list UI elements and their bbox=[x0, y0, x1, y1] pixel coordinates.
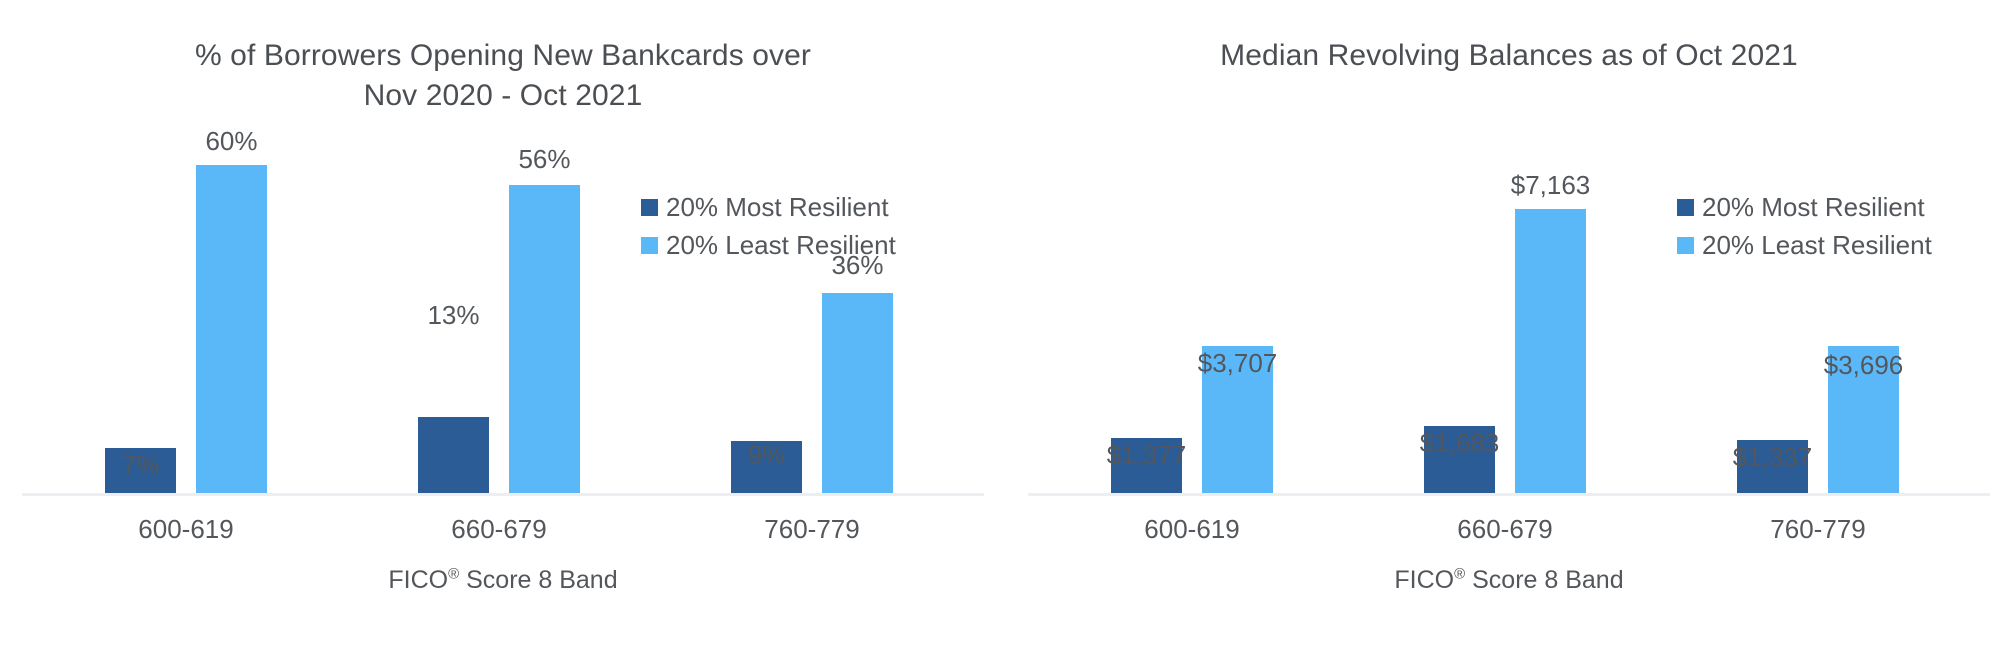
legend-item-least-resilient-left[interactable]: 20% Least Resilient bbox=[641, 230, 896, 260]
x-tick-left-660-679: 660-679 bbox=[451, 514, 547, 544]
bar-label-left-g0-most-resilient: 7% bbox=[121, 450, 160, 480]
bar-label-right-g1-most-resilient: $1,683 bbox=[1419, 428, 1500, 458]
bar-left-g2-most-resilient[interactable] bbox=[731, 441, 802, 493]
chart-title-left: % of Borrowers Opening New Bankcards ove… bbox=[0, 36, 1006, 116]
x-tick-right-600-619: 600-619 bbox=[1144, 514, 1240, 544]
x-axis-title-right-main: FICO bbox=[1394, 566, 1455, 594]
bar-right-g2-most-resilient[interactable] bbox=[1737, 440, 1808, 493]
chart-title-right: Median Revolving Balances as of Oct 2021 bbox=[1006, 36, 2012, 76]
chart-title-left-line1: % of Borrowers Opening New Bankcards ove… bbox=[194, 39, 812, 72]
bar-label-right-g2-least-resilient: $3,696 bbox=[1823, 350, 1904, 380]
plot-area-right: $1,377 $3,707 600-619 $1,683 $7,163 660-… bbox=[1006, 0, 2012, 648]
bar-left-g1-most-resilient[interactable] bbox=[418, 417, 489, 493]
bar-label-right-g1-least-resilient: $7,163 bbox=[1510, 170, 1591, 200]
chart-title-right-line1: Median Revolving Balances as of Oct 2021 bbox=[1220, 39, 1798, 72]
chart-panel-bankcard-openings: % of Borrowers Opening New Bankcards ove… bbox=[0, 36, 1006, 595]
bar-label-left-g0-least-resilient: 60% bbox=[205, 126, 258, 156]
x-tick-right-760-779: 760-779 bbox=[1770, 514, 1866, 544]
bar-label-right-g2-most-resilient: $1,337 bbox=[1732, 442, 1813, 472]
legend-swatch-most-resilient-icon bbox=[641, 198, 658, 216]
x-tick-left-760-779: 760-779 bbox=[764, 514, 860, 544]
legend-label-least-resilient-left: 20% Least Resilient bbox=[666, 230, 896, 260]
chart-title-left-line2: Nov 2020 - Oct 2021 bbox=[363, 79, 643, 112]
bar-label-right-g0-most-resilient: $1,377 bbox=[1106, 440, 1187, 470]
bar-left-g0-least-resilient[interactable] bbox=[196, 165, 267, 493]
bar-label-right-g0-least-resilient: $3,707 bbox=[1197, 348, 1278, 378]
x-axis-title-left-rest: Score 8 Band bbox=[459, 566, 618, 594]
bar-label-left-g2-least-resilient: 36% bbox=[831, 250, 884, 280]
legend-right: 20% Most Resilient 20% Least Resilient bbox=[1677, 192, 1932, 260]
bar-left-g0-most-resilient[interactable] bbox=[105, 448, 176, 493]
bar-right-g2-least-resilient[interactable] bbox=[1828, 346, 1899, 493]
legend-label-most-resilient-left: 20% Most Resilient bbox=[666, 192, 889, 222]
legend-swatch-most-resilient-icon bbox=[1677, 198, 1694, 216]
legend-item-least-resilient-right[interactable]: 20% Least Resilient bbox=[1677, 230, 1932, 260]
bar-label-left-g1-least-resilient: 56% bbox=[518, 144, 571, 174]
legend-label-most-resilient-right: 20% Most Resilient bbox=[1702, 192, 1925, 222]
bar-left-g2-least-resilient[interactable] bbox=[822, 293, 893, 493]
x-axis-baseline-left bbox=[22, 493, 984, 496]
bar-right-g0-least-resilient[interactable] bbox=[1202, 346, 1273, 493]
legend-item-most-resilient-left[interactable]: 20% Most Resilient bbox=[641, 192, 896, 222]
bar-label-left-g2-most-resilient: 9% bbox=[747, 440, 786, 470]
legend-left: 20% Most Resilient 20% Least Resilient bbox=[641, 192, 896, 260]
x-axis-baseline-right bbox=[1028, 493, 1990, 496]
bar-left-g1-least-resilient[interactable] bbox=[509, 185, 580, 493]
bar-right-g0-most-resilient[interactable] bbox=[1111, 438, 1182, 493]
x-axis-title-left-main: FICO bbox=[388, 566, 449, 594]
x-tick-left-600-619: 600-619 bbox=[138, 514, 234, 544]
bar-right-g1-least-resilient[interactable] bbox=[1515, 209, 1586, 493]
x-axis-title-left: FICO® Score 8 Band bbox=[0, 565, 1006, 595]
bar-label-left-g1-most-resilient: 13% bbox=[427, 300, 480, 330]
x-axis-title-right: FICO® Score 8 Band bbox=[1006, 565, 2012, 595]
bar-right-g1-most-resilient[interactable] bbox=[1424, 426, 1495, 493]
legend-item-most-resilient-right[interactable]: 20% Most Resilient bbox=[1677, 192, 1932, 222]
chart-panel-median-revolving-balances: Median Revolving Balances as of Oct 2021… bbox=[1006, 0, 2012, 648]
x-tick-right-660-679: 660-679 bbox=[1457, 514, 1553, 544]
legend-label-least-resilient-right: 20% Least Resilient bbox=[1702, 230, 1932, 260]
legend-swatch-least-resilient-icon bbox=[1677, 236, 1694, 254]
plot-area-left: 7% 60% 600-619 13% 56% 660-679 9% 36% 76… bbox=[0, 126, 1006, 595]
registered-trademark-icon: ® bbox=[448, 565, 460, 583]
registered-trademark-icon: ® bbox=[1454, 565, 1466, 583]
legend-swatch-least-resilient-icon bbox=[641, 236, 658, 254]
x-axis-title-right-rest: Score 8 Band bbox=[1465, 566, 1624, 594]
